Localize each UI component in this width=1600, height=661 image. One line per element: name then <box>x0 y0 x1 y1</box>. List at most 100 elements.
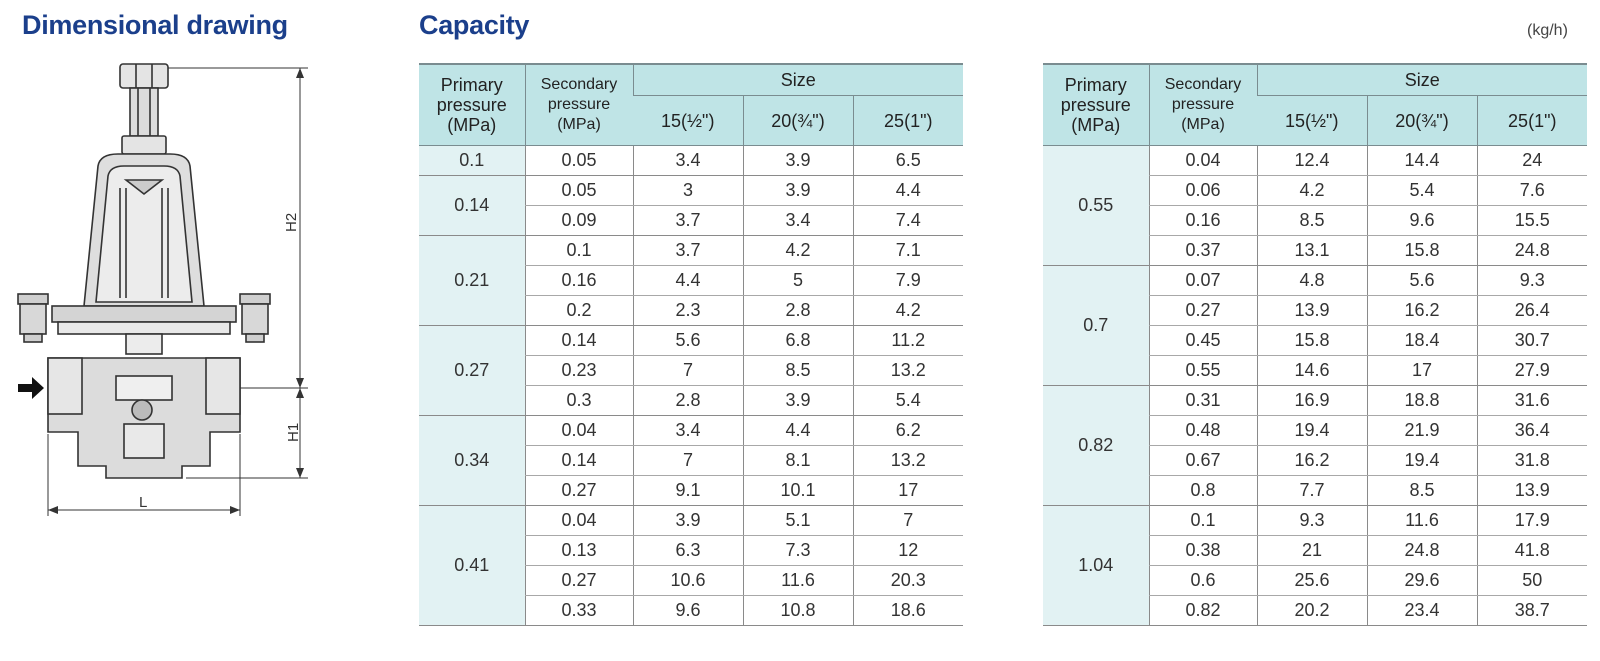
inlet-arrow-icon <box>18 377 44 399</box>
table-row: 0.6 25.6 29.6 50 <box>1043 565 1588 596</box>
capacity-cell: 7 <box>632 445 743 476</box>
capacity-cell: 16.9 <box>1256 385 1367 416</box>
capacity-cell: 5.4 <box>852 385 964 416</box>
capacity-cell: 20.2 <box>1256 595 1367 626</box>
primary-pressure-cell: 0.1 <box>419 145 525 176</box>
capacity-cell: 3.9 <box>632 505 743 536</box>
capacity-cell: 4.4 <box>742 415 853 446</box>
secondary-pressure-cell: 0.2 <box>524 295 633 326</box>
secondary-pressure-cell: 0.07 <box>1148 265 1257 296</box>
capacity-cell: 6.5 <box>852 145 964 176</box>
capacity-cell: 2.3 <box>632 295 743 326</box>
secondary-pressure-cell: 0.45 <box>1148 325 1257 356</box>
capacity-cell: 12.4 <box>1256 145 1367 176</box>
capacity-cell: 7.3 <box>742 535 853 566</box>
secondary-pressure-cell: 0.1 <box>524 235 633 266</box>
capacity-cell: 15.8 <box>1256 325 1367 356</box>
secondary-pressure-cell: 0.04 <box>524 415 633 446</box>
table-row: 0.38 21 24.8 41.8 <box>1043 535 1588 566</box>
capacity-cell: 21 <box>1256 535 1367 566</box>
secondary-pressure-cell: 0.48 <box>1148 415 1257 446</box>
capacity-cell: 6.8 <box>742 325 853 356</box>
table-row: 0.14 0.05 3 3.9 4.4 <box>419 175 964 236</box>
capacity-cell: 7 <box>852 505 964 536</box>
capacity-cell: 6.2 <box>852 415 964 446</box>
capacity-cell: 7.4 <box>852 205 964 236</box>
size-column-header: 20(¾") <box>742 95 853 146</box>
capacity-cell: 19.4 <box>1366 445 1477 476</box>
capacity-cell: 13.2 <box>852 355 964 386</box>
primary-pressure-cell: 0.82 <box>1043 385 1149 506</box>
capacity-cell: 3.4 <box>742 205 853 236</box>
capacity-cell: 30.7 <box>1476 325 1588 356</box>
capacity-cell: 7 <box>632 355 743 386</box>
secondary-pressure-cell: 0.16 <box>524 265 633 296</box>
capacity-cell: 12 <box>852 535 964 566</box>
size-column-header: 15(½") <box>633 95 743 146</box>
table-row: 0.14 7 8.1 13.2 <box>419 445 964 476</box>
capacity-cell: 27.9 <box>1476 355 1588 386</box>
capacity-cell: 5.6 <box>632 325 743 356</box>
capacity-cell: 24 <box>1476 145 1588 176</box>
capacity-cell: 15.5 <box>1476 205 1588 236</box>
capacity-cell: 18.8 <box>1366 385 1477 416</box>
capacity-heading: Capacity <box>419 10 530 40</box>
secondary-pressure-cell: 0.37 <box>1148 235 1257 266</box>
capacity-cell: 8.5 <box>1256 205 1367 236</box>
unit-label: (kg/h) <box>1527 22 1568 39</box>
table-row: 0.48 19.4 21.9 36.4 <box>1043 415 1588 446</box>
table-row: 0.41 0.04 3.9 5.1 7 <box>419 505 964 626</box>
secondary-pressure-cell: 0.27 <box>524 565 633 596</box>
secondary-pressure-cell: 0.1 <box>1148 505 1257 536</box>
table-row: 0.7 0.07 4.8 5.6 9.3 <box>1043 265 1588 386</box>
secondary-pressure-cell: 0.14 <box>524 445 633 476</box>
capacity-cell: 16.2 <box>1366 295 1477 326</box>
capacity-cell: 7.1 <box>852 235 964 266</box>
capacity-cell: 31.6 <box>1476 385 1588 416</box>
capacity-cell: 8.5 <box>1366 475 1477 506</box>
capacity-cell: 17.9 <box>1476 505 1588 536</box>
capacity-table-right: Primary pressure (MPa) Secondary pressure (MP… <box>1043 63 1588 626</box>
table-row: 0.13 6.3 7.3 12 <box>419 535 964 566</box>
size-column-header: 25(1") <box>852 95 964 146</box>
table-row: 0.67 16.2 19.4 31.8 <box>1043 445 1588 476</box>
capacity-cell: 4.4 <box>852 175 964 206</box>
capacity-cell: 38.7 <box>1476 595 1588 626</box>
table-row: 0.27 10.6 11.6 20.3 <box>419 565 964 596</box>
table-row: 0.06 4.2 5.4 7.6 <box>1043 175 1588 206</box>
primary-pressure-cell: 1.04 <box>1043 505 1149 626</box>
capacity-cell: 11.6 <box>742 565 853 596</box>
capacity-cell: 50 <box>1476 565 1588 596</box>
capacity-cell: 3.4 <box>632 415 743 446</box>
table-row: 0.21 0.1 3.7 4.2 7.1 <box>419 235 964 326</box>
capacity-table-body: 0.55 0.04 12.4 14.4 24 0.06 4.2 5.4 7.6 0.16 8.5 9.… <box>1043 145 1588 626</box>
h2-label: H2 <box>283 213 300 232</box>
capacity-cell: 18.6 <box>852 595 964 626</box>
table-row: 0.3 2.8 3.9 5.4 <box>419 385 964 416</box>
secondary-pressure-header: Secondary pressure (MPa) <box>524 64 633 146</box>
size-column-header: 15(½") <box>1257 95 1367 146</box>
capacity-cell: 23.4 <box>1366 595 1477 626</box>
capacity-cell: 5.6 <box>1366 265 1477 296</box>
table-row: 0.23 7 8.5 13.2 <box>419 355 964 386</box>
secondary-pressure-cell: 0.04 <box>1148 145 1257 176</box>
capacity-cell: 25.6 <box>1256 565 1367 596</box>
capacity-cell: 3.9 <box>742 385 853 416</box>
capacity-cell: 10.1 <box>742 475 853 506</box>
secondary-pressure-cell: 0.8 <box>1148 475 1257 506</box>
capacity-cell: 9.6 <box>1366 205 1477 236</box>
primary-pressure-cell: 0.41 <box>419 505 525 626</box>
primary-pressure-header: Primary pressure (MPa) <box>1043 64 1149 146</box>
capacity-cell: 3.7 <box>632 235 743 266</box>
capacity-cell: 4.4 <box>632 265 743 296</box>
capacity-cell: 4.2 <box>742 235 853 266</box>
capacity-cell: 19.4 <box>1256 415 1367 446</box>
secondary-pressure-cell: 0.38 <box>1148 535 1257 566</box>
table-row: 0.82 20.2 23.4 38.7 <box>1043 595 1588 626</box>
capacity-cell: 10.8 <box>742 595 853 626</box>
capacity-cell: 7.9 <box>852 265 964 296</box>
capacity-cell: 4.2 <box>1256 175 1367 206</box>
capacity-cell: 21.9 <box>1366 415 1477 446</box>
capacity-cell: 13.2 <box>852 445 964 476</box>
table-row: 0.16 4.4 5 7.9 <box>419 265 964 296</box>
